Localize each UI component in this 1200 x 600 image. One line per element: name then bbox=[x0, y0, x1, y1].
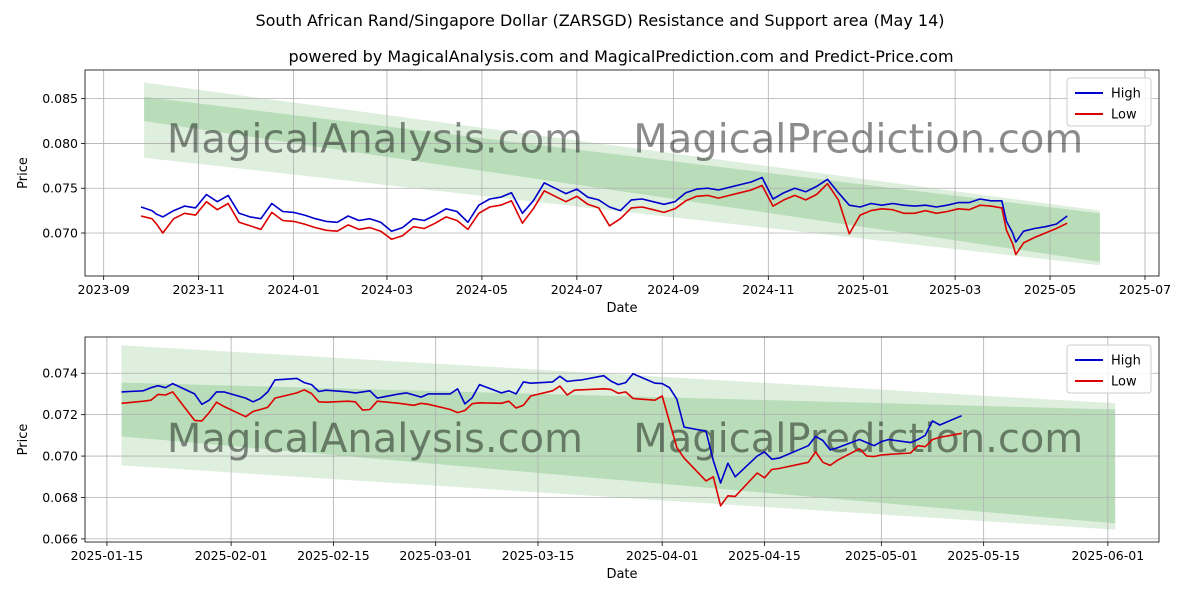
x-tick-label: 2024-09 bbox=[647, 282, 699, 297]
x-axis-label: Date bbox=[606, 301, 637, 316]
watermark-text: MagicalPrediction.com bbox=[633, 116, 1083, 162]
x-tick-label: 2025-02-01 bbox=[195, 548, 268, 563]
x-tick-label: 2025-01 bbox=[837, 282, 889, 297]
legend-label-high: High bbox=[1111, 87, 1141, 102]
band-inner bbox=[121, 382, 1116, 524]
x-tick-label: 2025-07 bbox=[1119, 282, 1171, 297]
series-group bbox=[121, 372, 963, 507]
x-tick-label: 2024-03 bbox=[361, 282, 413, 297]
x-tick-label: 2023-09 bbox=[78, 282, 130, 297]
series-line-high bbox=[121, 372, 963, 484]
y-tick-label: 0.075 bbox=[42, 181, 78, 196]
y-axis-label: Price bbox=[16, 157, 31, 189]
plot-frame bbox=[84, 336, 1160, 543]
watermark-text: MagicalAnalysis.com bbox=[167, 116, 583, 162]
x-tick-label: 2025-02-15 bbox=[297, 548, 370, 563]
band-group bbox=[144, 82, 1100, 266]
series-line-low bbox=[140, 182, 1068, 256]
legend-label-low: Low bbox=[1111, 375, 1137, 390]
price-chart-zoom: 2025-01-15 2025-02-01 2025-02-15 2025-03-01… bbox=[16, 336, 1160, 582]
y-tick-label: 0.070 bbox=[42, 449, 78, 464]
band-inner bbox=[144, 96, 1100, 262]
x-axis-label: Date bbox=[606, 567, 637, 582]
x-tick-label: 2024-01 bbox=[267, 282, 319, 297]
y-tick-label: 0.085 bbox=[42, 91, 78, 106]
watermark-text: MagicalPrediction.com bbox=[633, 416, 1083, 462]
y-axis-label: Price bbox=[16, 424, 31, 456]
grid-lines bbox=[85, 337, 1159, 542]
x-tick-label: 2025-03-01 bbox=[399, 548, 472, 563]
y-tick-label: 0.074 bbox=[42, 366, 78, 381]
y-tick-label: 0.070 bbox=[42, 226, 78, 241]
plot-frame bbox=[84, 69, 1160, 277]
legend-label-high: High bbox=[1111, 354, 1141, 369]
x-tick-label: 2025-01-15 bbox=[71, 548, 144, 563]
y-tick-label: 0.066 bbox=[42, 531, 78, 546]
x-tick-label: 2025-04-15 bbox=[728, 548, 801, 563]
y-tick-label: 0.068 bbox=[42, 490, 78, 505]
watermark-text: MagicalAnalysis.com bbox=[167, 416, 583, 462]
grid-lines bbox=[85, 70, 1159, 276]
x-tick-label: 2025-03 bbox=[929, 282, 981, 297]
x-tick-label: 2025-06-01 bbox=[1072, 548, 1145, 563]
x-tick-label: 2024-11 bbox=[742, 282, 794, 297]
legend-box bbox=[1066, 344, 1152, 394]
x-tick-label: 2024-07 bbox=[551, 282, 603, 297]
legend: High Low bbox=[1066, 77, 1152, 127]
legend: High Low bbox=[1066, 344, 1152, 394]
series-group bbox=[140, 176, 1068, 256]
series-line-low bbox=[121, 385, 962, 507]
x-tick-label: 2025-03-15 bbox=[502, 548, 575, 563]
y-tick-label: 0.072 bbox=[42, 407, 78, 422]
watermark-group: MagicalAnalysis.com MagicalPrediction.com bbox=[167, 116, 1083, 162]
band-outer bbox=[144, 82, 1100, 266]
x-tick-label: 2025-05 bbox=[1024, 282, 1076, 297]
x-tick-label: 2025-05-01 bbox=[845, 548, 918, 563]
x-tick-label: 2025-04-01 bbox=[626, 548, 699, 563]
series-line-high bbox=[140, 176, 1068, 243]
chart-title: South African Rand/Singapore Dollar (ZAR… bbox=[255, 11, 944, 30]
x-tick-label: 2025-05-15 bbox=[947, 548, 1020, 563]
y-tick-label: 0.080 bbox=[42, 136, 78, 151]
legend-box bbox=[1066, 77, 1152, 127]
price-chart-full: 2023-09 2023-11 2024-01 2024-03 2024-05 2024-… bbox=[16, 69, 1171, 316]
x-tick-label: 2023-11 bbox=[173, 282, 225, 297]
chart-subtitle: powered by MagicalAnalysis.com and Magic… bbox=[288, 47, 953, 66]
x-tick-label: 2024-05 bbox=[456, 282, 508, 297]
legend-label-low: Low bbox=[1111, 108, 1137, 123]
